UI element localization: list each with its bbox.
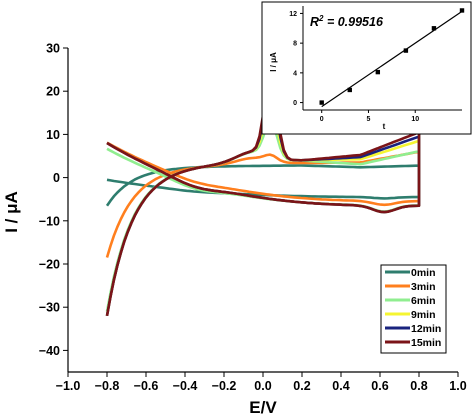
legend-label-3min: 3min — [411, 281, 436, 293]
r-squared-value: = 0.99516 — [323, 15, 383, 29]
inset-y-tick-label: 4 — [293, 70, 297, 77]
inset-data-point — [319, 100, 324, 105]
main-x-axis-label: E/V — [249, 398, 277, 417]
inset-x-tick-label: 5 — [367, 116, 371, 123]
y-tick-label: −10 — [39, 214, 60, 228]
main-plot-area: −1.0 −0.8 −0.6 −0.4 −0.2 0.0 0.2 0.4 0.6 0.8 1.0 −4… — [2, 42, 467, 418]
y-tick-label: −40 — [39, 344, 60, 358]
x-tick-label: −0.8 — [95, 379, 120, 393]
legend-box — [380, 264, 447, 354]
legend-label-9min: 9min — [411, 309, 436, 321]
inset-fit-line — [321, 10, 463, 108]
main-y-axis-label: I / μA — [2, 191, 21, 233]
x-tick-label: −1.0 — [56, 379, 81, 393]
inset-y-axis-label: I / μA — [269, 52, 278, 72]
inset-plot: 0 5 10 0 4 8 12 t I / μA R2 = 0.99516 — [261, 1, 472, 135]
y-tick-label: −20 — [39, 258, 60, 272]
inset-data-point — [375, 69, 381, 75]
inset-data-point — [347, 87, 352, 93]
inset-x-tick-label: 10 — [411, 116, 419, 123]
legend-label-0min: 0min — [411, 267, 436, 279]
inset-data-point — [459, 8, 465, 13]
legend-label-12min: 12min — [411, 323, 441, 335]
y-tick-label: 0 — [53, 171, 60, 185]
x-tick-label: −0.2 — [212, 379, 237, 393]
inset-y-tick-label: 12 — [289, 11, 297, 18]
r-squared-symbol: R — [310, 15, 319, 29]
inset-x-tick-label: 0 — [320, 116, 324, 123]
x-tick-label: −0.6 — [134, 379, 159, 393]
r-squared-superscript: 2 — [318, 14, 324, 23]
inset-y-tick-label: 8 — [293, 41, 297, 48]
inset-x-axis-label: t — [383, 122, 386, 131]
x-tick-label: −0.4 — [173, 379, 198, 393]
y-tick-label: 30 — [46, 42, 60, 56]
x-tick-label: 0.6 — [371, 379, 388, 393]
y-tick-label: −30 — [39, 301, 60, 315]
inset-ticks: 0 5 10 0 4 8 12 — [289, 11, 419, 123]
x-tick-label: 0.2 — [293, 379, 310, 393]
x-tick-label: 1.0 — [449, 379, 466, 393]
r-squared-annotation: R2 = 0.99516 — [310, 14, 384, 29]
y-tick-label: 10 — [46, 128, 60, 142]
inset-content — [319, 8, 465, 108]
legend-label-15min: 15min — [411, 337, 441, 349]
inset-frame — [261, 1, 472, 135]
x-tick-label: 0.8 — [410, 379, 427, 393]
x-tick-label: 0.0 — [254, 379, 271, 393]
inset-data-point — [403, 48, 409, 53]
inset-data-point — [431, 26, 437, 31]
inset-y-tick-label: 0 — [293, 100, 297, 107]
main-ticks: −1.0 −0.8 −0.6 −0.4 −0.2 0.0 0.2 0.4 0.6 0.8 1.0 −4… — [39, 42, 467, 394]
y-tick-label: 20 — [46, 85, 60, 99]
legend: 0min 3min 6min 9min 12min 15min — [380, 264, 447, 354]
x-tick-label: 0.4 — [332, 379, 349, 393]
legend-label-6min: 6min — [411, 295, 436, 307]
